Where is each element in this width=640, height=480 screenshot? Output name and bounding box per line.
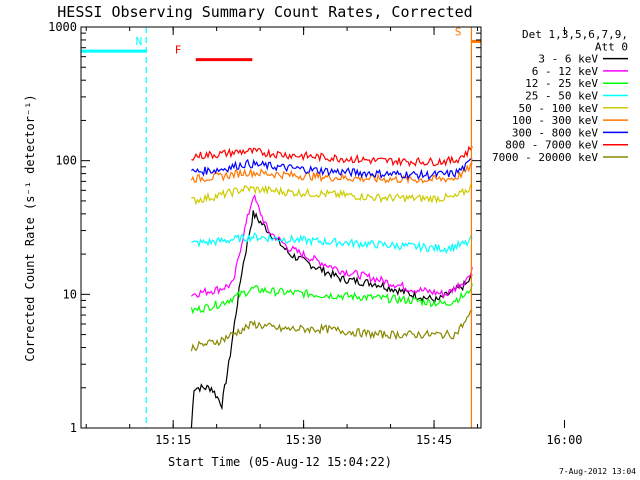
series-line-4-0	[191, 184, 473, 206]
series-layer	[190, 145, 473, 429]
legend-label-6: 300 - 800 keV	[512, 126, 598, 139]
x-tick-label-0: 15:15	[155, 433, 191, 447]
series-line-1-0	[190, 193, 473, 299]
legend-label-7: 800 - 7000 keV	[505, 139, 598, 152]
flag-label-2: F	[175, 44, 182, 57]
series-line-7-0	[191, 145, 473, 168]
legend-label-1: 6 - 12 keV	[532, 65, 599, 78]
legend-header-1: Att 0	[595, 40, 628, 53]
series-line-5-0	[190, 162, 473, 185]
legend-label-2: 12 - 25 keV	[525, 77, 598, 90]
y-axis-label: Corrected Count Rate (s⁻¹ detector⁻¹)	[23, 94, 37, 361]
legend-label-3: 25 - 50 keV	[525, 90, 598, 103]
series-line-0-0	[190, 210, 473, 429]
x-axis-label: Start Time (05-Aug-12 15:04:22)	[168, 455, 392, 469]
y-tick-label-3: 1000	[48, 20, 77, 34]
chart-title: HESSI Observing Summary Count Rates, Cor…	[57, 3, 472, 21]
series-line-8-0	[190, 310, 473, 352]
legend-label-0: 3 - 6 keV	[538, 53, 598, 66]
y-tick-label-1: 10	[63, 287, 77, 301]
x-tick-label-3: 16:00	[546, 433, 582, 447]
plot-frame	[80, 26, 482, 429]
x-tick-label-1: 15:30	[286, 433, 322, 447]
legend-label-5: 100 - 300 keV	[512, 114, 598, 127]
flag-label-0: N	[136, 35, 143, 48]
series-line-3-0	[191, 231, 473, 255]
date-stamp: 7-Aug-2012 13:04	[559, 467, 636, 476]
x-tick-label-2: 15:45	[416, 433, 452, 447]
series-line-2-0	[190, 283, 473, 315]
legend-header-0: Det 1,3,5,6,7,9,	[522, 28, 628, 41]
flag-layer: N S F	[81, 25, 481, 428]
y-tick-label-0: 1	[70, 421, 77, 435]
legend-label-4: 50 - 100 keV	[519, 102, 599, 115]
series-line-6-0	[191, 158, 473, 181]
flag-label-1: S	[455, 25, 462, 38]
legend-label-8: 7000 - 20000 keV	[492, 151, 598, 164]
y-tick-label-2: 100	[55, 154, 77, 168]
